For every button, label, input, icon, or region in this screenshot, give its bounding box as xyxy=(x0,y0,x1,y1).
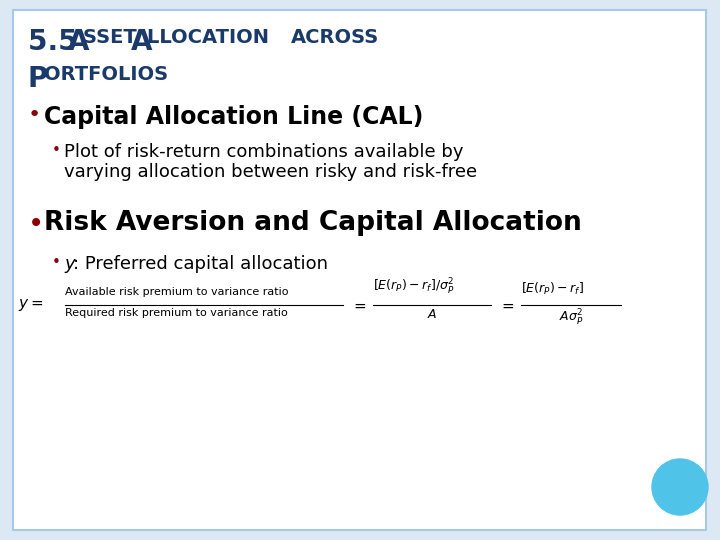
Text: Available risk premium to variance ratio: Available risk premium to variance ratio xyxy=(65,287,289,297)
Text: A: A xyxy=(68,28,89,56)
Text: •: • xyxy=(28,210,44,238)
Text: $A\sigma_P^2$: $A\sigma_P^2$ xyxy=(559,308,583,328)
Text: $A$: $A$ xyxy=(427,308,437,321)
Text: ORTFOLIOS: ORTFOLIOS xyxy=(44,65,168,84)
Text: •: • xyxy=(52,255,61,270)
Text: Plot of risk-return combinations available by: Plot of risk-return combinations availab… xyxy=(64,143,464,161)
Text: $=$: $=$ xyxy=(351,298,367,313)
Text: $=$: $=$ xyxy=(499,298,515,313)
Text: Risk Aversion and Capital Allocation: Risk Aversion and Capital Allocation xyxy=(44,210,582,236)
Text: 5.5: 5.5 xyxy=(28,28,87,56)
Text: y: y xyxy=(64,255,75,273)
Text: A: A xyxy=(131,28,153,56)
Text: $[E(r_P)-r_f]$: $[E(r_P)-r_f]$ xyxy=(521,281,584,297)
Text: $y =$: $y =$ xyxy=(18,297,43,313)
Text: varying allocation between risky and risk-free: varying allocation between risky and ris… xyxy=(64,163,477,181)
Text: : Preferred capital allocation: : Preferred capital allocation xyxy=(73,255,328,273)
Text: P: P xyxy=(28,65,48,93)
Text: •: • xyxy=(28,105,41,125)
Text: $[E(r_P)-r_f]/\sigma_P^2$: $[E(r_P)-r_f]/\sigma_P^2$ xyxy=(373,277,454,297)
Text: Required risk premium to variance ratio: Required risk premium to variance ratio xyxy=(65,308,288,318)
Text: Capital Allocation Line (CAL): Capital Allocation Line (CAL) xyxy=(44,105,423,129)
Text: ACROSS: ACROSS xyxy=(291,28,379,47)
Text: LLOCATION: LLOCATION xyxy=(147,28,276,47)
Text: SSET: SSET xyxy=(83,28,143,47)
Text: •: • xyxy=(52,143,61,158)
Circle shape xyxy=(652,459,708,515)
